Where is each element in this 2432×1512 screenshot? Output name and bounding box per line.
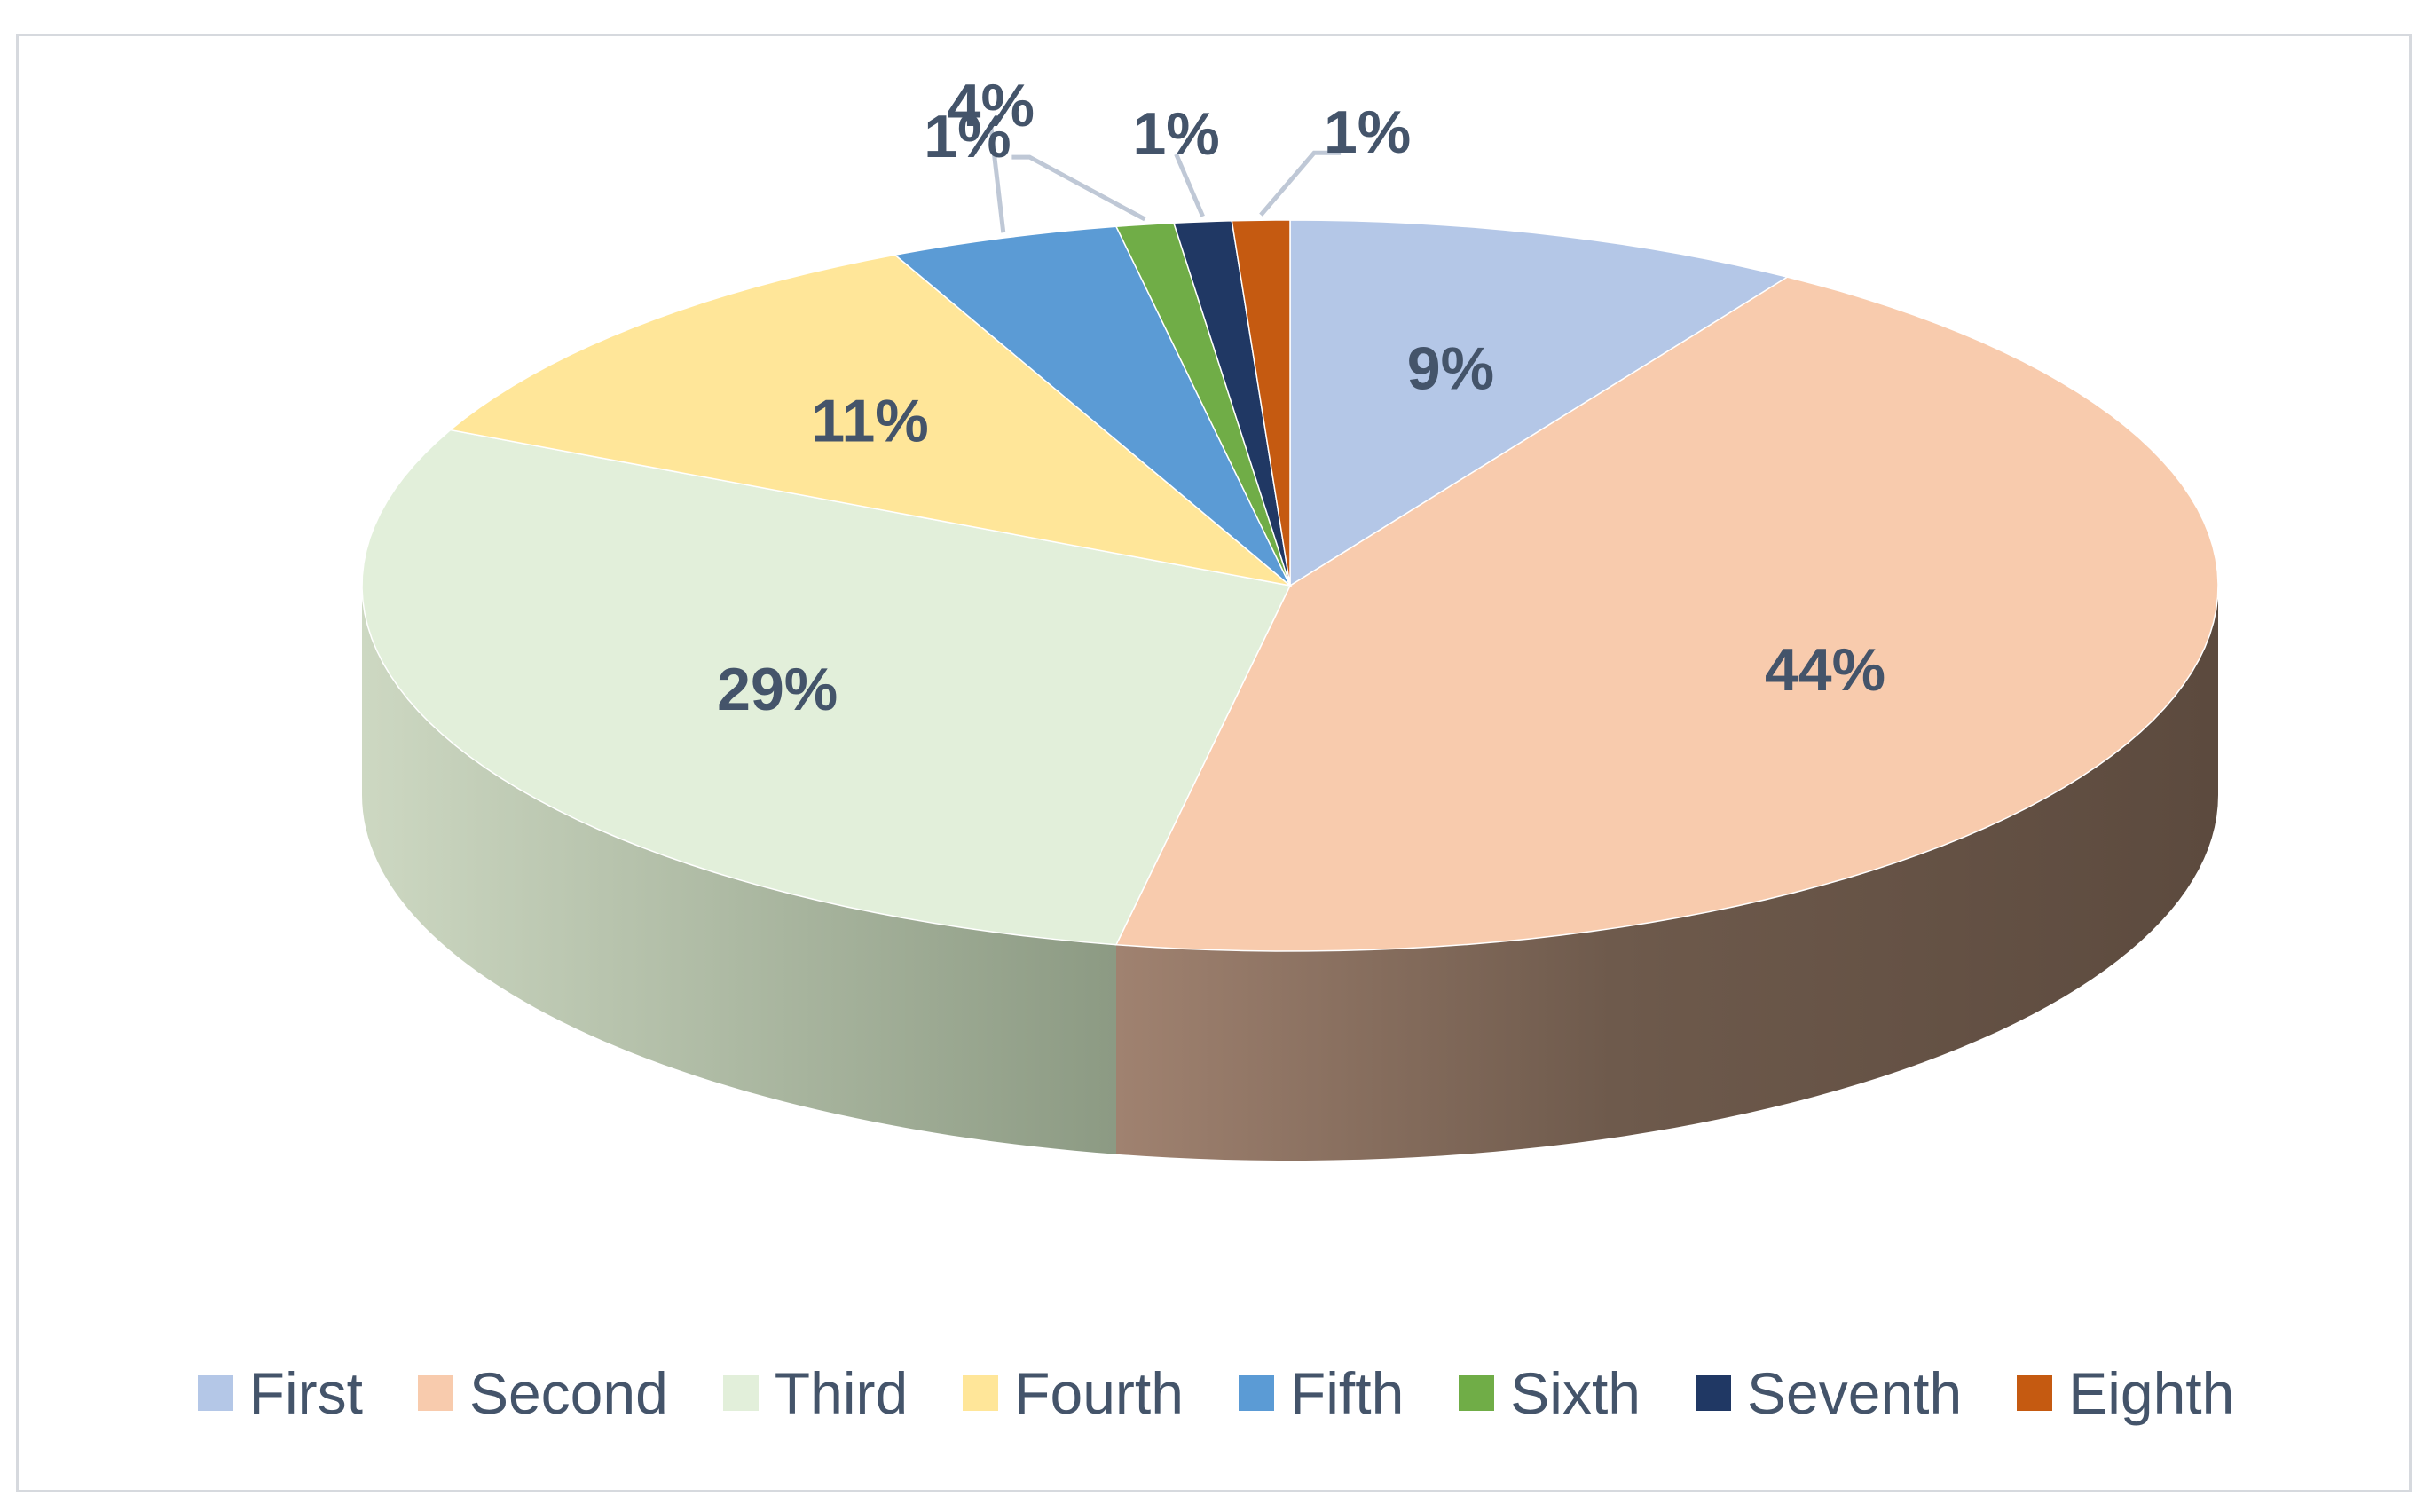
data-label-eighth: 1% (1324, 98, 1411, 166)
legend-item-eighth: Eighth (2017, 1364, 2234, 1422)
leader-line-fifth (988, 125, 1006, 233)
pie-slice-fifth (893, 225, 1291, 587)
legend-item-fifth: Fifth (1238, 1360, 1405, 1426)
leader-line-seventh (1174, 153, 1205, 217)
legend-swatch-sixth (1459, 1375, 1495, 1411)
pie-slice-eighth (1231, 219, 1291, 587)
pie-slice-second (1114, 276, 2219, 952)
pie-slice-first (1289, 219, 1790, 587)
pie-side-third (362, 586, 1116, 1154)
legend-item-seventh: Seventh (1696, 1364, 1962, 1422)
data-label-fourth: 11% (811, 388, 928, 455)
pie-top (361, 219, 2219, 952)
pie-sides (362, 586, 2218, 1161)
legend-swatch-eighth (2017, 1375, 2053, 1411)
legend-label-first: First (248, 1360, 363, 1426)
leader-line-sixth (1011, 154, 1146, 222)
legend: First Second Third Fourth Fifth Sixth Seventh E… (0, 1353, 2432, 1433)
legend-label-fourth: Fourth (1014, 1360, 1184, 1426)
leader-lines (988, 125, 1342, 233)
legend-item-first: First (197, 1360, 363, 1426)
legend-swatch-first (197, 1375, 233, 1411)
data-label-seventh: 1% (1132, 100, 1219, 168)
legend-label-seventh: Seventh (1747, 1360, 1963, 1426)
data-label-sixth: 1% (924, 103, 1011, 170)
legend-swatch-fifth (1238, 1375, 1274, 1411)
legend-swatch-fourth (963, 1375, 999, 1411)
data-labels: 9%44%29%11%4%1% 1% 1% (717, 72, 1885, 723)
data-label-second: 44% (1765, 636, 1885, 704)
legend-item-fourth: Fourth (963, 1364, 1184, 1422)
data-label-fifth: 4% (948, 72, 1035, 139)
legend-label-fifth: Fifth (1289, 1360, 1405, 1426)
legend-swatch-seventh (1696, 1375, 1732, 1411)
legend-item-third: Third (722, 1360, 909, 1426)
legend-item-second: Second (417, 1360, 668, 1426)
legend-swatch-third (722, 1375, 759, 1411)
legend-label-second: Second (468, 1360, 668, 1426)
data-label-first: 9% (1407, 335, 1494, 403)
legend-label-third: Third (774, 1360, 909, 1426)
pie-slice-fourth (448, 254, 1293, 587)
legend-swatch-second (417, 1375, 453, 1411)
leader-line-eighth (1259, 150, 1342, 217)
legend-item-sixth: Sixth (1459, 1364, 1641, 1422)
legend-label-sixth: Sixth (1510, 1360, 1641, 1426)
pie-side-second (1116, 586, 2218, 1161)
pie-slice-third (361, 429, 1292, 946)
legend-label-eighth: Eighth (2068, 1360, 2235, 1426)
data-label-third: 29% (717, 656, 838, 723)
